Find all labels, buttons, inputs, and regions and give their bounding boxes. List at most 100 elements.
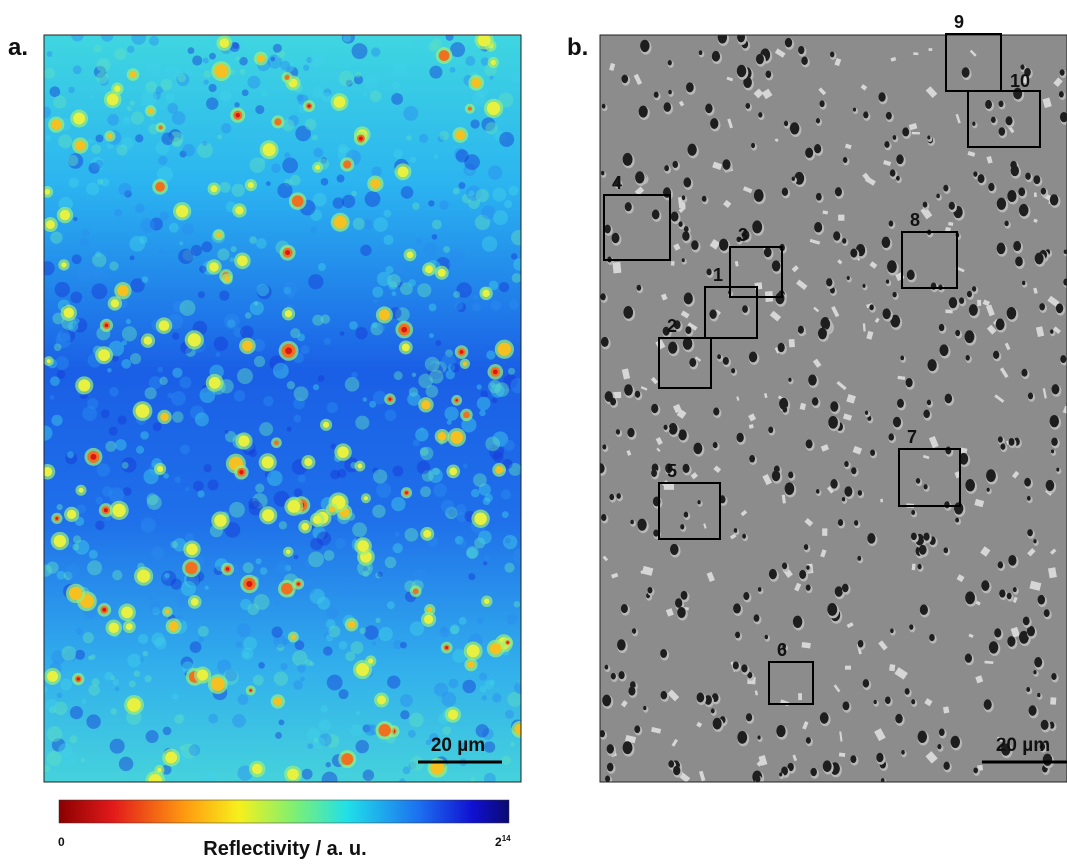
pore [1045, 479, 1055, 491]
texture [258, 661, 265, 669]
texture [449, 624, 460, 634]
pore [601, 103, 606, 109]
flake [774, 138, 779, 142]
texture [283, 286, 292, 295]
flake [670, 260, 675, 266]
texture [391, 81, 401, 91]
texture [478, 483, 491, 496]
texture [419, 426, 425, 432]
panel-label: a. [8, 34, 28, 61]
pore [943, 547, 949, 554]
particle-core [285, 347, 293, 355]
pore [953, 502, 964, 515]
flake [822, 528, 828, 536]
pore [885, 279, 890, 284]
texture [161, 132, 175, 146]
texture [444, 406, 459, 421]
pore [736, 236, 741, 243]
pore [901, 749, 905, 755]
pore [950, 735, 961, 749]
texture [373, 217, 388, 232]
texture [121, 137, 134, 150]
texture [129, 235, 146, 252]
texture [161, 573, 170, 581]
texture [428, 303, 437, 312]
texture [448, 678, 459, 689]
flake [1029, 580, 1042, 591]
flake [948, 221, 954, 226]
texture [63, 571, 73, 581]
texture [326, 674, 343, 691]
texture [337, 468, 347, 478]
texture [237, 368, 253, 385]
texture [56, 503, 63, 511]
texture [176, 73, 190, 87]
texture [272, 43, 282, 53]
particle [46, 359, 51, 364]
pore [791, 176, 795, 181]
texture [51, 650, 66, 665]
flake [820, 549, 827, 558]
flake [802, 721, 809, 730]
texture [328, 625, 341, 638]
texture [261, 91, 268, 97]
particle [377, 695, 386, 705]
texture [121, 340, 127, 346]
pore [1028, 705, 1037, 716]
pore [863, 111, 869, 119]
pore [881, 236, 891, 248]
texture [129, 255, 135, 261]
texture [310, 226, 317, 233]
pore [896, 154, 904, 165]
region-box [729, 246, 783, 298]
pore [1015, 256, 1023, 267]
texture [510, 377, 521, 394]
flake [769, 310, 782, 322]
flake [754, 282, 763, 290]
texture [100, 409, 110, 419]
texture [217, 248, 230, 261]
texture [481, 205, 496, 220]
particle [450, 430, 464, 444]
texture [432, 467, 440, 476]
texture [67, 153, 84, 169]
pore [896, 398, 904, 408]
texture [225, 431, 237, 443]
region-label: 2 [667, 316, 677, 336]
pore [977, 174, 985, 184]
texture [290, 174, 301, 186]
particle [447, 709, 459, 720]
texture [176, 594, 191, 608]
texture [316, 531, 332, 546]
texture [360, 244, 372, 256]
flake [694, 356, 702, 362]
texture [44, 564, 53, 577]
pore [844, 486, 853, 497]
texture [473, 294, 479, 300]
particle [107, 133, 113, 139]
pore [1007, 636, 1016, 647]
texture [448, 509, 457, 517]
pore [764, 634, 769, 640]
texture [492, 451, 504, 463]
texture [286, 65, 294, 73]
pore [948, 201, 955, 210]
texture [421, 470, 434, 482]
texture [305, 659, 313, 667]
texture [203, 79, 209, 85]
texture [263, 395, 274, 407]
texture [429, 733, 439, 743]
texture [323, 631, 334, 641]
texture [448, 364, 456, 372]
texture [428, 333, 435, 339]
pore [627, 427, 635, 438]
texture [247, 75, 261, 89]
pore [749, 454, 756, 463]
texture [56, 692, 63, 698]
pore [892, 416, 902, 428]
texture [310, 52, 325, 67]
texture [283, 639, 290, 646]
texture [492, 693, 502, 703]
texture [264, 471, 272, 478]
texture [86, 714, 101, 729]
